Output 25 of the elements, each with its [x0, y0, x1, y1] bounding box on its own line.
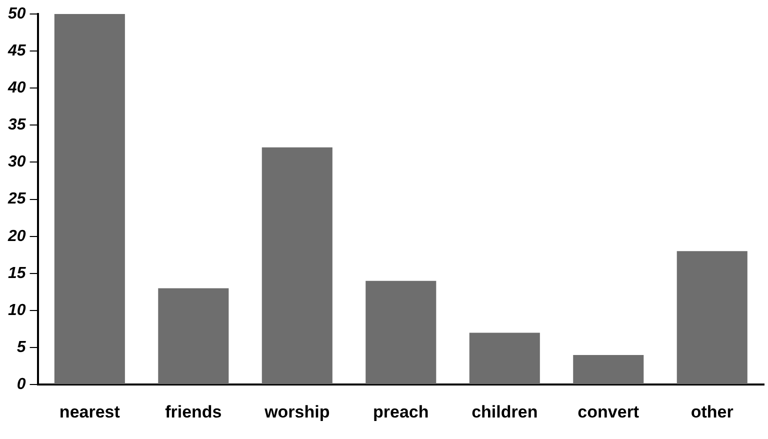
y-tick-label: 10 [8, 302, 26, 319]
bar [573, 354, 644, 384]
x-tick-label: worship [264, 402, 330, 422]
bar [366, 280, 436, 384]
bar [469, 332, 540, 384]
bar [54, 14, 125, 384]
y-tick-label: 25 [7, 190, 27, 208]
y-tick-label: 30 [8, 154, 26, 171]
y-tick-label: 15 [8, 264, 27, 282]
bar [262, 147, 332, 384]
x-tick-label: other [690, 402, 734, 422]
x-tick-label: convert [578, 402, 640, 422]
y-tick-label: 5 [16, 338, 27, 356]
x-tick-label: friends [165, 402, 222, 422]
x-tick-label: children [472, 402, 538, 422]
bar [676, 251, 748, 384]
x-tick-label: nearest [59, 402, 120, 422]
x-tick-label: preach [373, 402, 429, 422]
y-tick-label: 35 [8, 116, 27, 134]
bar [158, 288, 229, 384]
y-tick-label: 20 [7, 228, 26, 245]
y-tick-label: 40 [7, 80, 26, 97]
y-tick-label: 45 [7, 42, 27, 60]
y-tick-label: 0 [16, 376, 26, 394]
y-tick-label: 50 [8, 5, 26, 22]
